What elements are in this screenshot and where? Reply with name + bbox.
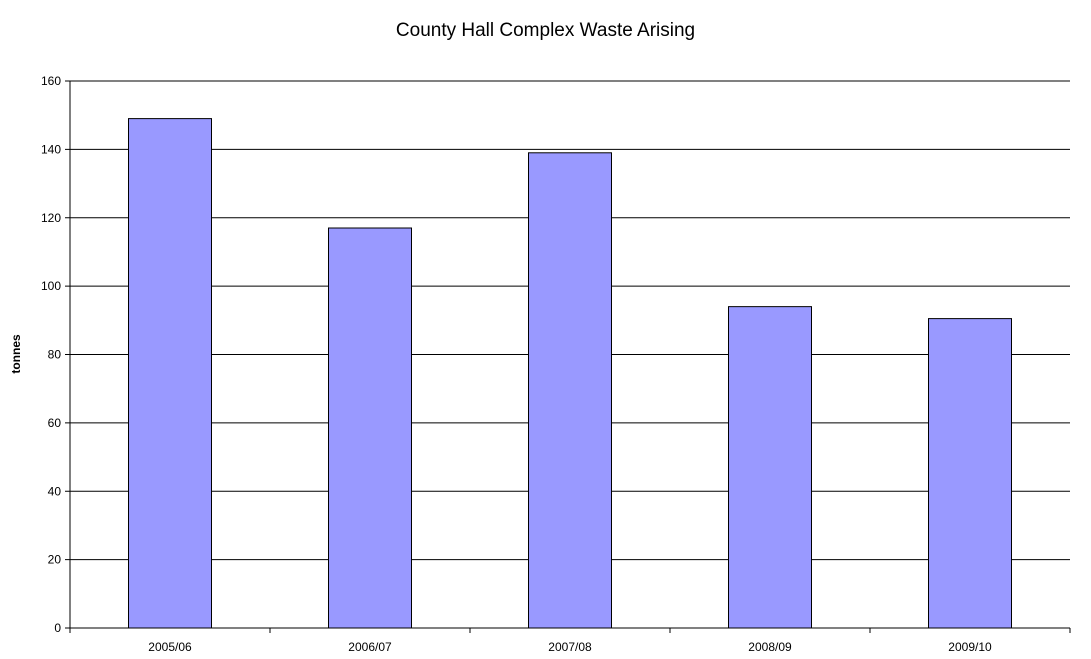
y-tick-label: 80 <box>48 348 62 362</box>
x-tick-labels: 2005/06 2006/07 2007/08 2008/09 2009/10 <box>148 640 992 654</box>
bar <box>528 152 612 629</box>
x-tick-label: 2005/06 <box>148 640 192 654</box>
bar <box>928 318 1012 629</box>
x-tick-label: 2006/07 <box>348 640 392 654</box>
bar <box>328 227 412 629</box>
y-tick-label: 40 <box>48 484 62 498</box>
y-tick-label: 100 <box>41 279 61 293</box>
x-tick-label: 2009/10 <box>948 640 992 654</box>
y-axis-label: tonnes <box>9 334 23 374</box>
x-tick-label: 2007/08 <box>548 640 592 654</box>
y-tick-label: 0 <box>54 621 61 635</box>
y-tick-label: 140 <box>41 142 61 156</box>
y-tick-labels: 0 20 40 60 80 100 120 140 160 <box>41 74 61 635</box>
y-tick-label: 160 <box>41 74 61 88</box>
bar <box>728 306 812 629</box>
chart-title: County Hall Complex Waste Arising <box>395 20 696 41</box>
bars <box>128 118 1012 629</box>
y-tick-label: 60 <box>48 416 62 430</box>
y-tick-label: 20 <box>48 553 62 567</box>
x-tick-label: 2008/09 <box>748 640 792 654</box>
axes <box>65 80 1071 633</box>
y-tick-label: 120 <box>41 211 61 225</box>
bar <box>128 118 212 629</box>
